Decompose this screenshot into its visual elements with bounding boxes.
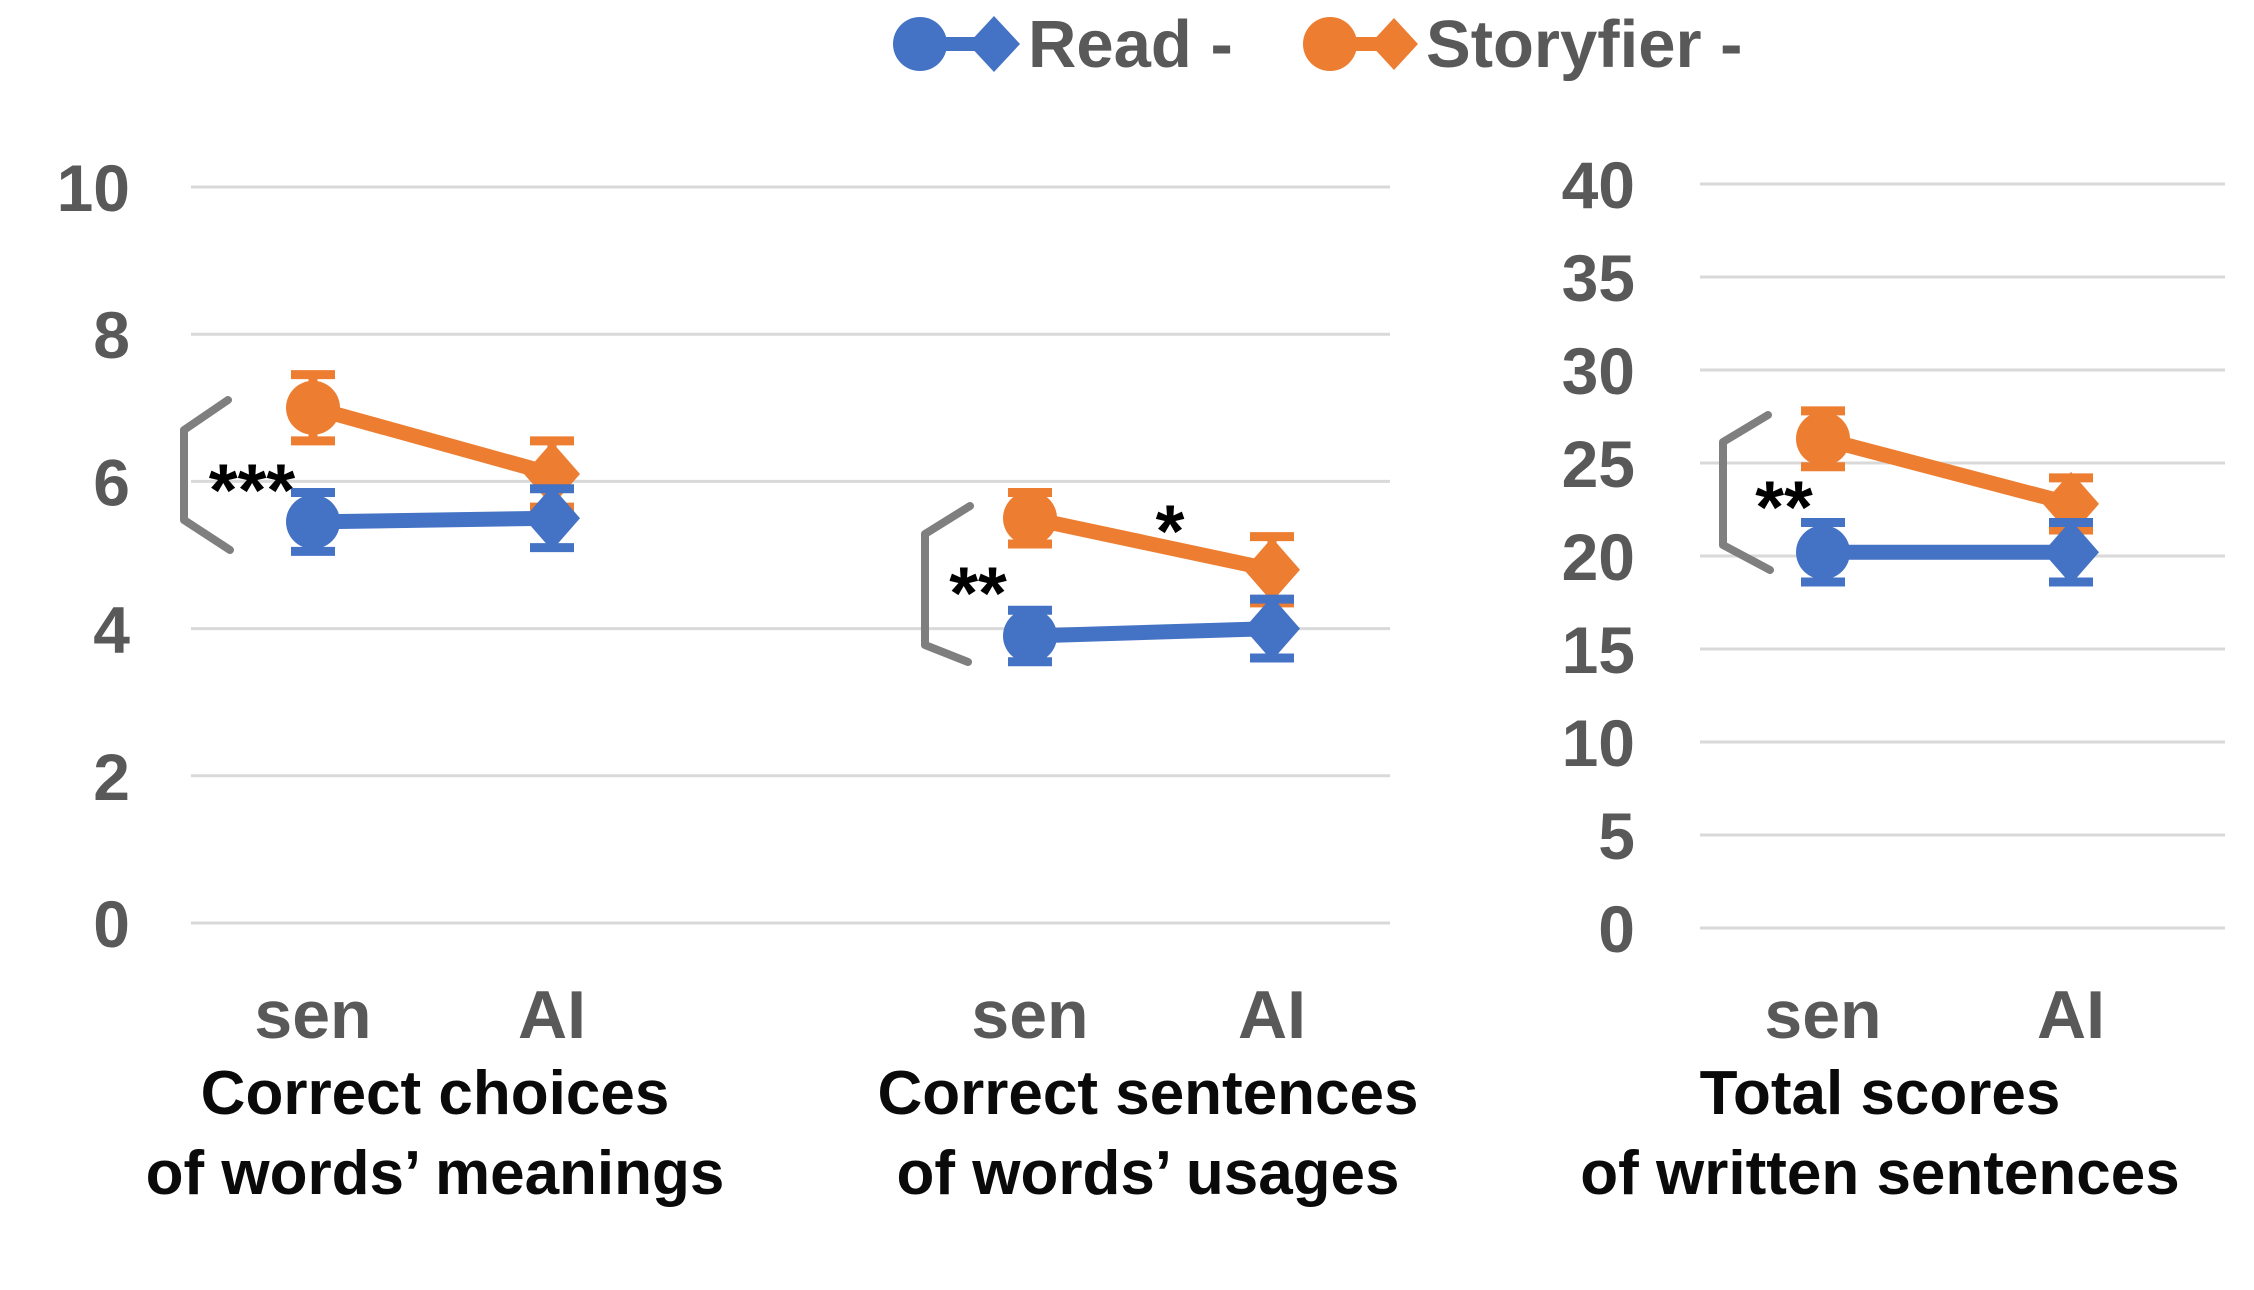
axis-caption-line2: of written sentences — [1580, 1139, 2179, 1208]
y-tick-label-0: 0 — [1598, 892, 1635, 966]
significance-marker: ** — [949, 551, 1007, 634]
y-tick-label-0: 0 — [93, 887, 130, 961]
legend-label-storyfier: Storyfier - — [1426, 6, 1743, 82]
axis-caption-line1: Correct choices — [201, 1059, 670, 1128]
data-point-read-AI — [2043, 520, 2099, 585]
x-tick-label-sen: sen — [971, 977, 1088, 1053]
legend-label-read: Read - — [1028, 6, 1233, 82]
significance-bracket — [1719, 411, 1774, 574]
data-point-read-AI — [1244, 596, 1300, 661]
series-line-read — [1029, 621, 1273, 644]
data-point-read-sen — [1003, 608, 1057, 663]
y-tick-label-10: 10 — [1562, 706, 1635, 780]
y-tick-label-5: 5 — [1598, 799, 1635, 873]
y-tick-label-30: 30 — [1562, 334, 1635, 408]
read-series-marker-icon — [893, 16, 1020, 72]
axis-caption-line2: of words’ meanings — [146, 1139, 725, 1208]
x-tick-label-AI: AI — [518, 977, 586, 1053]
storyfier-series-marker-icon — [1303, 17, 1418, 71]
slope-significance-marker: * — [1156, 489, 1185, 572]
x-tick-label-sen: sen — [254, 977, 371, 1053]
x-tick-label-sen: sen — [1764, 977, 1881, 1053]
y-tick-label-8: 8 — [93, 298, 130, 372]
y-tick-label-20: 20 — [1562, 520, 1635, 594]
series-line-storyfier — [1821, 431, 2073, 512]
data-point-storyfier-sen — [286, 380, 340, 435]
data-point-storyfier-sen — [1003, 491, 1057, 546]
axis-caption-line1: Correct sentences — [877, 1059, 1418, 1128]
significance-marker: *** — [209, 448, 296, 531]
data-point-storyfier-AI — [1244, 537, 1300, 602]
y-tick-label-6: 6 — [93, 445, 130, 519]
data-point-read-sen — [286, 494, 340, 549]
series-line-storyfier — [1028, 510, 1274, 578]
axis-caption-line1: Total scores — [1700, 1059, 2061, 1128]
series-line-read — [312, 510, 553, 530]
significance-bracket — [180, 396, 234, 554]
significance-marker: ** — [1755, 465, 1813, 548]
data-point-storyfier-sen — [1796, 411, 1850, 466]
y-tick-label-4: 4 — [93, 593, 130, 667]
data-point-read-sen — [1796, 525, 1850, 580]
significance-bracket — [921, 502, 974, 666]
axis-caption-line2: of words’ usages — [896, 1139, 1399, 1208]
y-tick-label-25: 25 — [1562, 427, 1635, 501]
y-tick-label-10: 10 — [57, 151, 130, 225]
series-line-storyfier — [310, 400, 555, 482]
y-tick-label-2: 2 — [93, 740, 130, 814]
x-tick-label-AI: AI — [1238, 977, 1306, 1053]
data-point-read-AI — [524, 486, 580, 551]
y-tick-label-15: 15 — [1562, 613, 1635, 687]
x-tick-label-AI: AI — [2037, 977, 2105, 1053]
y-tick-label-40: 40 — [1562, 148, 1635, 222]
y-tick-label-35: 35 — [1562, 241, 1635, 315]
legend-item-read: Read - — [890, 2, 1233, 86]
legend-item-storyfier: Storyfier - — [1300, 2, 1742, 86]
